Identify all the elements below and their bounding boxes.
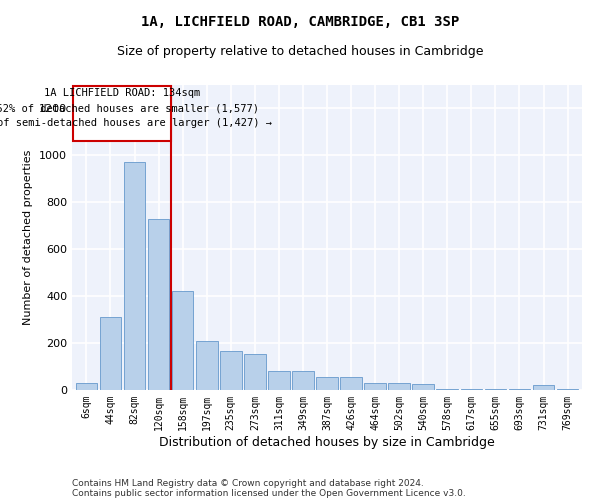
Bar [461,389,482,390]
Bar [292,371,314,390]
Bar [364,383,386,390]
Bar [76,383,97,390]
Text: 47% of semi-detached houses are larger (1,427) →: 47% of semi-detached houses are larger (… [0,118,272,128]
Bar [316,377,338,390]
Bar [509,389,530,390]
Text: 1A LICHFIELD ROAD: 134sqm: 1A LICHFIELD ROAD: 134sqm [44,88,200,98]
Bar [412,384,434,390]
Text: Contains public sector information licensed under the Open Government Licence v3: Contains public sector information licen… [72,488,466,498]
Bar [436,389,458,390]
Text: 1A, LICHFIELD ROAD, CAMBRIDGE, CB1 3SP: 1A, LICHFIELD ROAD, CAMBRIDGE, CB1 3SP [141,15,459,29]
Text: Contains HM Land Registry data © Crown copyright and database right 2024.: Contains HM Land Registry data © Crown c… [72,478,424,488]
Bar [340,377,362,390]
Bar [220,352,242,390]
Bar [100,318,121,390]
X-axis label: Distribution of detached houses by size in Cambridge: Distribution of detached houses by size … [159,436,495,448]
Text: ← 52% of detached houses are smaller (1,577): ← 52% of detached houses are smaller (1,… [0,103,259,113]
Bar [172,292,193,390]
Bar [388,383,410,390]
Bar [244,354,266,390]
Bar [148,218,169,390]
Bar [124,162,145,390]
Text: Size of property relative to detached houses in Cambridge: Size of property relative to detached ho… [117,45,483,58]
Bar [485,389,506,390]
Bar [196,340,218,390]
Bar [557,389,578,390]
Y-axis label: Number of detached properties: Number of detached properties [23,150,34,325]
Bar [533,386,554,390]
FancyBboxPatch shape [73,86,170,142]
Bar [268,371,290,390]
